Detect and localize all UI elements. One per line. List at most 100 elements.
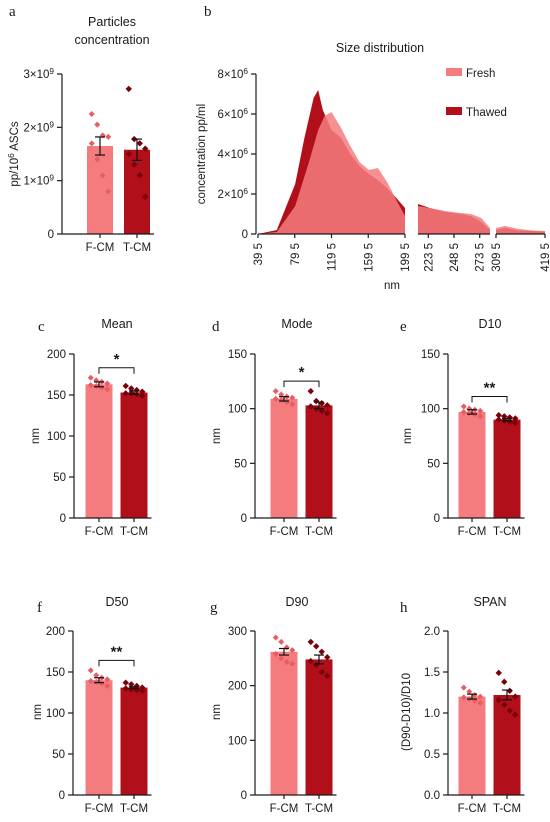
data-point [131, 161, 138, 168]
y-tick-label: 2×109 [23, 120, 54, 135]
bar-t-cm [120, 687, 148, 795]
x-tick-label: T-CM [120, 526, 148, 538]
data-point [466, 688, 473, 695]
x-tick-label: 223 5 [423, 243, 435, 272]
x-tick-label: 273 5 [475, 243, 487, 272]
bar-f-cm [270, 398, 298, 518]
data-point [104, 682, 111, 689]
data-point [122, 685, 129, 692]
y-tick-label: 0 [241, 513, 247, 525]
data-point [506, 687, 513, 695]
x-tick-label: F-CM [270, 803, 299, 815]
data-point [289, 660, 296, 667]
y-axis-label: pp/106 ASCs [7, 121, 22, 187]
bar-t-cm [120, 392, 148, 518]
y-tick-label: 150 [228, 349, 247, 361]
data-point [506, 707, 513, 714]
chart-title: Mean [101, 317, 132, 331]
data-point [272, 388, 279, 395]
significance-bracket [98, 659, 135, 667]
data-point [93, 382, 100, 389]
data-point [289, 401, 296, 408]
data-point [477, 700, 484, 707]
panel-label: g [210, 600, 218, 616]
panel-label: f [37, 600, 42, 616]
x-tick-label: 248 5 [449, 243, 461, 272]
legend-swatch-fresh [446, 68, 462, 76]
data-point [495, 696, 502, 704]
data-point [313, 661, 320, 669]
panel-a: a Particles concentration pp/106 ASCs 0 1×109… [7, 4, 154, 254]
data-point [104, 386, 111, 393]
bar-f-cm [85, 384, 113, 518]
bar-t-cm [493, 419, 521, 518]
data-point [495, 412, 502, 419]
data-point [272, 650, 279, 657]
panel-label: c [38, 319, 45, 335]
y-tick-label: 0 [434, 513, 440, 525]
data-point [501, 701, 508, 708]
y-tick-label: 50 [427, 458, 440, 470]
data-point [139, 392, 146, 400]
data-point [98, 384, 105, 391]
bar-t-cm [493, 694, 521, 795]
data-point [99, 172, 106, 179]
data-point [313, 643, 320, 650]
data-point [512, 711, 519, 718]
data-point [278, 655, 285, 662]
area-fresh [496, 226, 545, 234]
data-point [94, 156, 101, 163]
y-axis-label: concentration pp/ml [196, 104, 208, 204]
data-point [136, 140, 143, 147]
data-point [125, 150, 132, 158]
data-point [477, 413, 484, 420]
data-point [318, 668, 325, 676]
panel-e: e D10 nm 0 50 100 150 F-CM T-CM ** [400, 317, 525, 538]
data-point [139, 388, 146, 395]
data-point [283, 644, 290, 651]
y-tick-label: 300 [228, 626, 247, 638]
area-fresh [258, 112, 405, 234]
bar-f-cm [85, 680, 113, 795]
data-point [460, 684, 467, 691]
chart-title: D50 [106, 595, 129, 609]
panel-c: c Mean nm 0 50 100 150 200 F-CM T-CM * [30, 317, 152, 538]
data-point [142, 193, 149, 200]
y-tick-label: 4×106 [217, 147, 248, 162]
y-tick-label: 0.0 [424, 790, 440, 802]
data-point [324, 409, 331, 417]
data-point [133, 682, 140, 690]
data-point [460, 403, 467, 410]
data-point [139, 687, 146, 695]
data-point [278, 391, 285, 398]
x-tick-label: F-CM [86, 242, 115, 254]
x-tick-label: 79 5 [290, 243, 302, 265]
data-point [128, 385, 135, 392]
data-point [93, 678, 100, 685]
x-tick-label: 199 5 [400, 243, 412, 272]
y-tick-label: 0 [59, 790, 65, 802]
data-point [87, 374, 94, 381]
data-point [104, 676, 111, 683]
x-tick-label: T-CM [123, 242, 151, 254]
data-point [122, 679, 129, 686]
x-tick-label: T-CM [305, 526, 333, 538]
y-tick-label: 0 [241, 790, 247, 802]
y-tick-label: 150 [47, 390, 66, 402]
y-tick-label: 1.0 [424, 708, 440, 720]
data-point [471, 691, 478, 698]
data-point [88, 140, 95, 147]
y-tick-label: 100 [421, 404, 440, 416]
x-tick-label: 119 5 [327, 243, 339, 271]
y-tick-label: 100 [46, 708, 65, 720]
data-point [128, 686, 135, 693]
y-axis-label: nm [402, 428, 414, 444]
y-tick-label: 8×106 [217, 67, 248, 82]
chart-title: Particles concentration [74, 15, 149, 47]
data-point [272, 395, 279, 402]
y-axis-label: (D90-D10)/D10 [401, 673, 413, 751]
data-point [495, 416, 502, 423]
data-point [88, 111, 95, 117]
y-tick-label: 100 [228, 404, 247, 416]
bar-t-cm [305, 405, 333, 518]
